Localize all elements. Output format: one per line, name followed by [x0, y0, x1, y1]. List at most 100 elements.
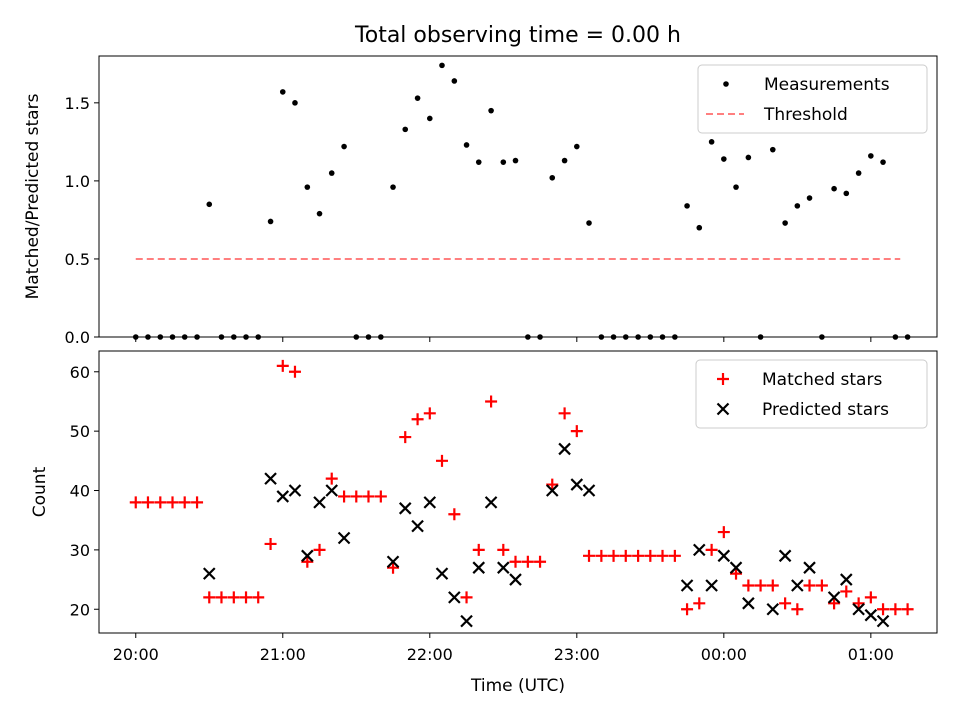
- x-tick-label: 21:00: [260, 645, 306, 664]
- predicted-stars-point: [288, 484, 302, 497]
- measurement-point: [757, 334, 764, 340]
- predicted-stars-point: [301, 549, 314, 563]
- predicted-stars-point: [337, 531, 351, 545]
- measurement-point: [169, 334, 176, 340]
- measurement-point: [304, 184, 311, 190]
- measurement-point: [132, 334, 139, 340]
- matched-stars-point: [730, 567, 743, 580]
- predicted-stars-point: [778, 549, 792, 563]
- x-tick-label: 22:00: [407, 645, 453, 664]
- matched-stars-point: [387, 561, 400, 574]
- matched-stars-point: [460, 591, 473, 604]
- matched-stars-point: [766, 579, 779, 592]
- measurement-point: [684, 203, 690, 209]
- measurement-point: [267, 218, 274, 225]
- predicted-stars-point: [276, 490, 290, 503]
- top-y-tick-label: 0.0: [65, 328, 90, 347]
- matched-stars-point: [313, 543, 326, 556]
- matched-stars-point: [815, 579, 828, 592]
- measurement-point: [157, 334, 164, 340]
- bottom-y-tick-label: 30: [70, 541, 90, 560]
- predicted-stars-point: [398, 502, 412, 515]
- matched-stars-point: [619, 549, 632, 562]
- bottom-legend: Matched stars Predicted stars: [695, 359, 928, 429]
- predicted-stars-point: [766, 602, 780, 616]
- matched-stars-point: [864, 591, 877, 604]
- measurement-point: [855, 170, 862, 176]
- measurement-point: [880, 159, 886, 165]
- measurement-point: [659, 334, 666, 340]
- matched-stars-point: [191, 496, 204, 509]
- predicted-stars-point: [325, 484, 339, 497]
- matched-stars-point: [435, 454, 448, 467]
- bottom-panel: 20 30 40 50 60 20:00 21:00 22:00 23:00 00:00 01:00…: [30, 350, 938, 664]
- bottom-y-tick-label: 20: [70, 600, 90, 619]
- matched-stars-point: [534, 555, 547, 568]
- predicted-stars-point: [386, 555, 400, 569]
- matched-stars-point: [423, 407, 436, 420]
- matched-stars-point: [485, 395, 498, 408]
- measurement-point: [390, 184, 396, 190]
- measurement-point: [488, 107, 494, 114]
- predicted-stars-point: [558, 442, 571, 456]
- matched-stars-point: [607, 549, 620, 562]
- measurement-point: [279, 89, 286, 95]
- matched-stars-point: [705, 543, 718, 556]
- top-legend: Measurements Threshold: [697, 64, 928, 134]
- measurement-point: [218, 334, 225, 340]
- matched-stars-point: [656, 549, 669, 562]
- measurement-point: [328, 170, 335, 176]
- measurement-point: [145, 334, 151, 340]
- bottom-marks: [129, 359, 914, 628]
- matched-stars-point: [521, 555, 534, 568]
- measurement-point: [843, 190, 850, 197]
- predicted-stars-point: [717, 549, 731, 563]
- matched-stars-point: [595, 549, 608, 562]
- matched-stars-point: [350, 490, 363, 503]
- measurement-point: [745, 154, 752, 161]
- predicted-stars-point: [509, 573, 522, 586]
- measurement-point: [525, 334, 531, 340]
- matched-stars-point: [203, 591, 216, 604]
- measurement-point: [586, 220, 592, 226]
- measurement-point: [194, 334, 200, 340]
- measurement-point: [463, 142, 470, 148]
- measurement-point: [292, 100, 298, 106]
- matched-stars-point: [889, 603, 902, 616]
- predicted-stars-point: [264, 472, 277, 485]
- matched-stars-point: [129, 496, 142, 509]
- matched-stars-point: [583, 549, 596, 562]
- matched-stars-point: [668, 549, 681, 562]
- measurement-point: [353, 334, 360, 340]
- matched-stars-point: [362, 490, 375, 503]
- measurement-point: [806, 195, 813, 201]
- measurement-point: [426, 115, 433, 122]
- measurement-point: [794, 203, 801, 209]
- measurement-point: [402, 126, 409, 133]
- legend-label: Threshold: [763, 105, 848, 125]
- matched-stars-point: [632, 549, 645, 562]
- bottom-y-tick-label: 40: [70, 482, 90, 501]
- top-marks: [132, 62, 911, 340]
- measurement-point: [769, 146, 776, 153]
- matched-stars-point: [215, 591, 228, 604]
- matched-stars-point: [779, 597, 792, 610]
- predicted-stars-point: [545, 484, 559, 497]
- matched-stars-point: [497, 543, 510, 556]
- top-y-axis-label: Matched/Predicted stars: [23, 93, 43, 299]
- matched-stars-point: [570, 425, 583, 438]
- measurement-point: [512, 157, 519, 164]
- chart-title: Total observing time = 0.00 h: [354, 23, 681, 48]
- predicted-stars-point: [840, 573, 853, 586]
- predicted-stars-point: [423, 496, 437, 509]
- measurement-point: [721, 156, 727, 162]
- matched-stars-point: [411, 413, 424, 426]
- measurement-point: [782, 220, 788, 226]
- matched-stars-point: [852, 597, 865, 610]
- matched-stars-point: [448, 508, 461, 521]
- matched-stars-point: [840, 585, 853, 598]
- predicted-stars-point: [411, 519, 424, 533]
- legend-predicted-swatch: [716, 402, 730, 416]
- matched-stars-point: [264, 537, 277, 550]
